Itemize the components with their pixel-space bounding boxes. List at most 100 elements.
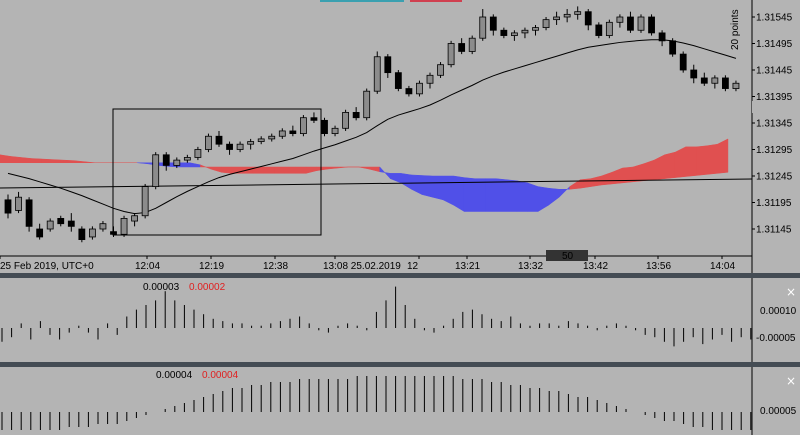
cloud-segment — [221, 166, 233, 174]
cloud-segment — [580, 178, 592, 189]
price-tick-label: 1.31295 — [756, 145, 793, 156]
candle-body — [299, 117, 307, 134]
price-tick-label: 1.31395 — [756, 92, 793, 103]
candle-body — [700, 77, 708, 84]
candle-body — [500, 29, 508, 36]
candle-body — [489, 16, 497, 31]
candle-body — [563, 13, 571, 18]
top-tab-teal[interactable] — [320, 0, 404, 2]
panel-separator-1[interactable] — [0, 273, 800, 278]
cloud-segment — [495, 178, 507, 212]
panel-separator-2[interactable] — [0, 362, 800, 367]
candle-body — [711, 77, 719, 84]
candle-body — [458, 43, 466, 52]
candles — [4, 6, 740, 243]
cloud-segment — [63, 159, 75, 163]
cloud-segment — [653, 154, 665, 180]
candle-body — [679, 53, 687, 71]
candle-body — [57, 217, 65, 225]
cloud-segment — [52, 159, 64, 163]
candle-body — [78, 228, 86, 240]
price-tick-label: 1.31545 — [756, 13, 793, 24]
candle-body — [289, 130, 297, 134]
candle-body — [542, 19, 550, 28]
cloud-segment — [263, 166, 275, 174]
candle-body — [605, 21, 613, 36]
candle-body — [468, 37, 476, 52]
sub1-value-a: 0.00003 — [143, 282, 180, 293]
cloud-segment — [31, 158, 43, 163]
time-tick-label: 25 Feb 2019, UTC+0 — [0, 261, 94, 272]
cloud-segment — [316, 166, 328, 171]
cloud-segment — [179, 162, 191, 168]
candle-body — [416, 82, 423, 95]
price-tick-label: 1.31345 — [756, 119, 793, 130]
candle-body — [257, 138, 265, 142]
candle-body — [405, 88, 413, 95]
time-tick-label: 13:08 25.02.2019 — [323, 261, 401, 272]
cloud-segment — [558, 185, 570, 198]
candle-body — [120, 217, 128, 235]
candle-body — [15, 196, 22, 211]
candle-body — [215, 135, 223, 145]
sub1-value-b: 0.00002 — [189, 282, 226, 293]
candle-body — [4, 199, 12, 214]
candle-body — [247, 141, 255, 145]
candle-body — [46, 220, 54, 230]
sub2-close-icon[interactable]: × — [786, 374, 796, 388]
cloud-segment — [442, 175, 454, 206]
time-axis: 25 Feb 2019, UTC+0 12:04 12:19 12:38 13:08 2… — [0, 256, 735, 272]
candle-body — [574, 11, 582, 15]
cloud-segment — [200, 164, 212, 170]
candle-body — [669, 40, 677, 55]
points-label: 20 points — [730, 9, 741, 50]
cloud-segment — [379, 166, 391, 180]
candle-body — [131, 215, 139, 222]
price-tick-label: 1.31195 — [756, 198, 792, 209]
cloud-segment — [601, 171, 613, 186]
ichimoku-cloud — [0, 138, 729, 212]
candle-body — [637, 16, 645, 31]
candle-body — [616, 16, 624, 23]
time-tick-label: 12:19 — [199, 261, 224, 272]
cloud-segment — [137, 162, 148, 165]
candle-body — [67, 220, 75, 227]
selection-rectangle[interactable] — [112, 108, 322, 236]
sub1-close-icon[interactable]: × — [786, 285, 796, 299]
scroll-badge-box[interactable] — [546, 250, 588, 261]
top-tab-red[interactable] — [410, 0, 462, 2]
candle-body — [394, 72, 402, 89]
cloud-segment — [284, 166, 296, 174]
time-tick-label: 12:38 — [263, 261, 288, 272]
cloud-segment — [41, 158, 53, 163]
candle-body — [648, 16, 655, 34]
candle-body — [226, 143, 233, 150]
horizontal-trend-line[interactable] — [0, 178, 753, 189]
candle-body — [99, 223, 107, 230]
cloud-segment — [453, 175, 465, 212]
candle-body — [173, 159, 181, 166]
cloud-segment — [506, 179, 518, 212]
cloud-segment — [411, 174, 423, 195]
candle-body — [331, 127, 339, 135]
cloud-segment — [611, 167, 623, 185]
cloud-segment — [421, 175, 433, 198]
candle-body — [236, 143, 244, 150]
candle-body — [722, 77, 729, 89]
candle-body — [553, 16, 560, 21]
moving-average-line — [7, 39, 737, 215]
cloud-segment — [305, 166, 317, 174]
time-tick-label: 13:42 — [583, 261, 608, 272]
scroll-badge: 50 — [562, 251, 574, 262]
cloud-segment — [10, 156, 22, 163]
sub1-axis-label-top: 0.00010 — [760, 306, 797, 317]
candle-body — [690, 69, 698, 79]
candle-body — [627, 16, 634, 31]
time-tick-label: 12:04 — [135, 261, 160, 272]
candle-body — [532, 27, 539, 31]
price-tick-label: 1.31245 — [756, 172, 793, 183]
price-tick-label: 1.31495 — [756, 39, 793, 50]
cloud-segment — [537, 186, 549, 212]
cloud-segment — [685, 146, 697, 177]
